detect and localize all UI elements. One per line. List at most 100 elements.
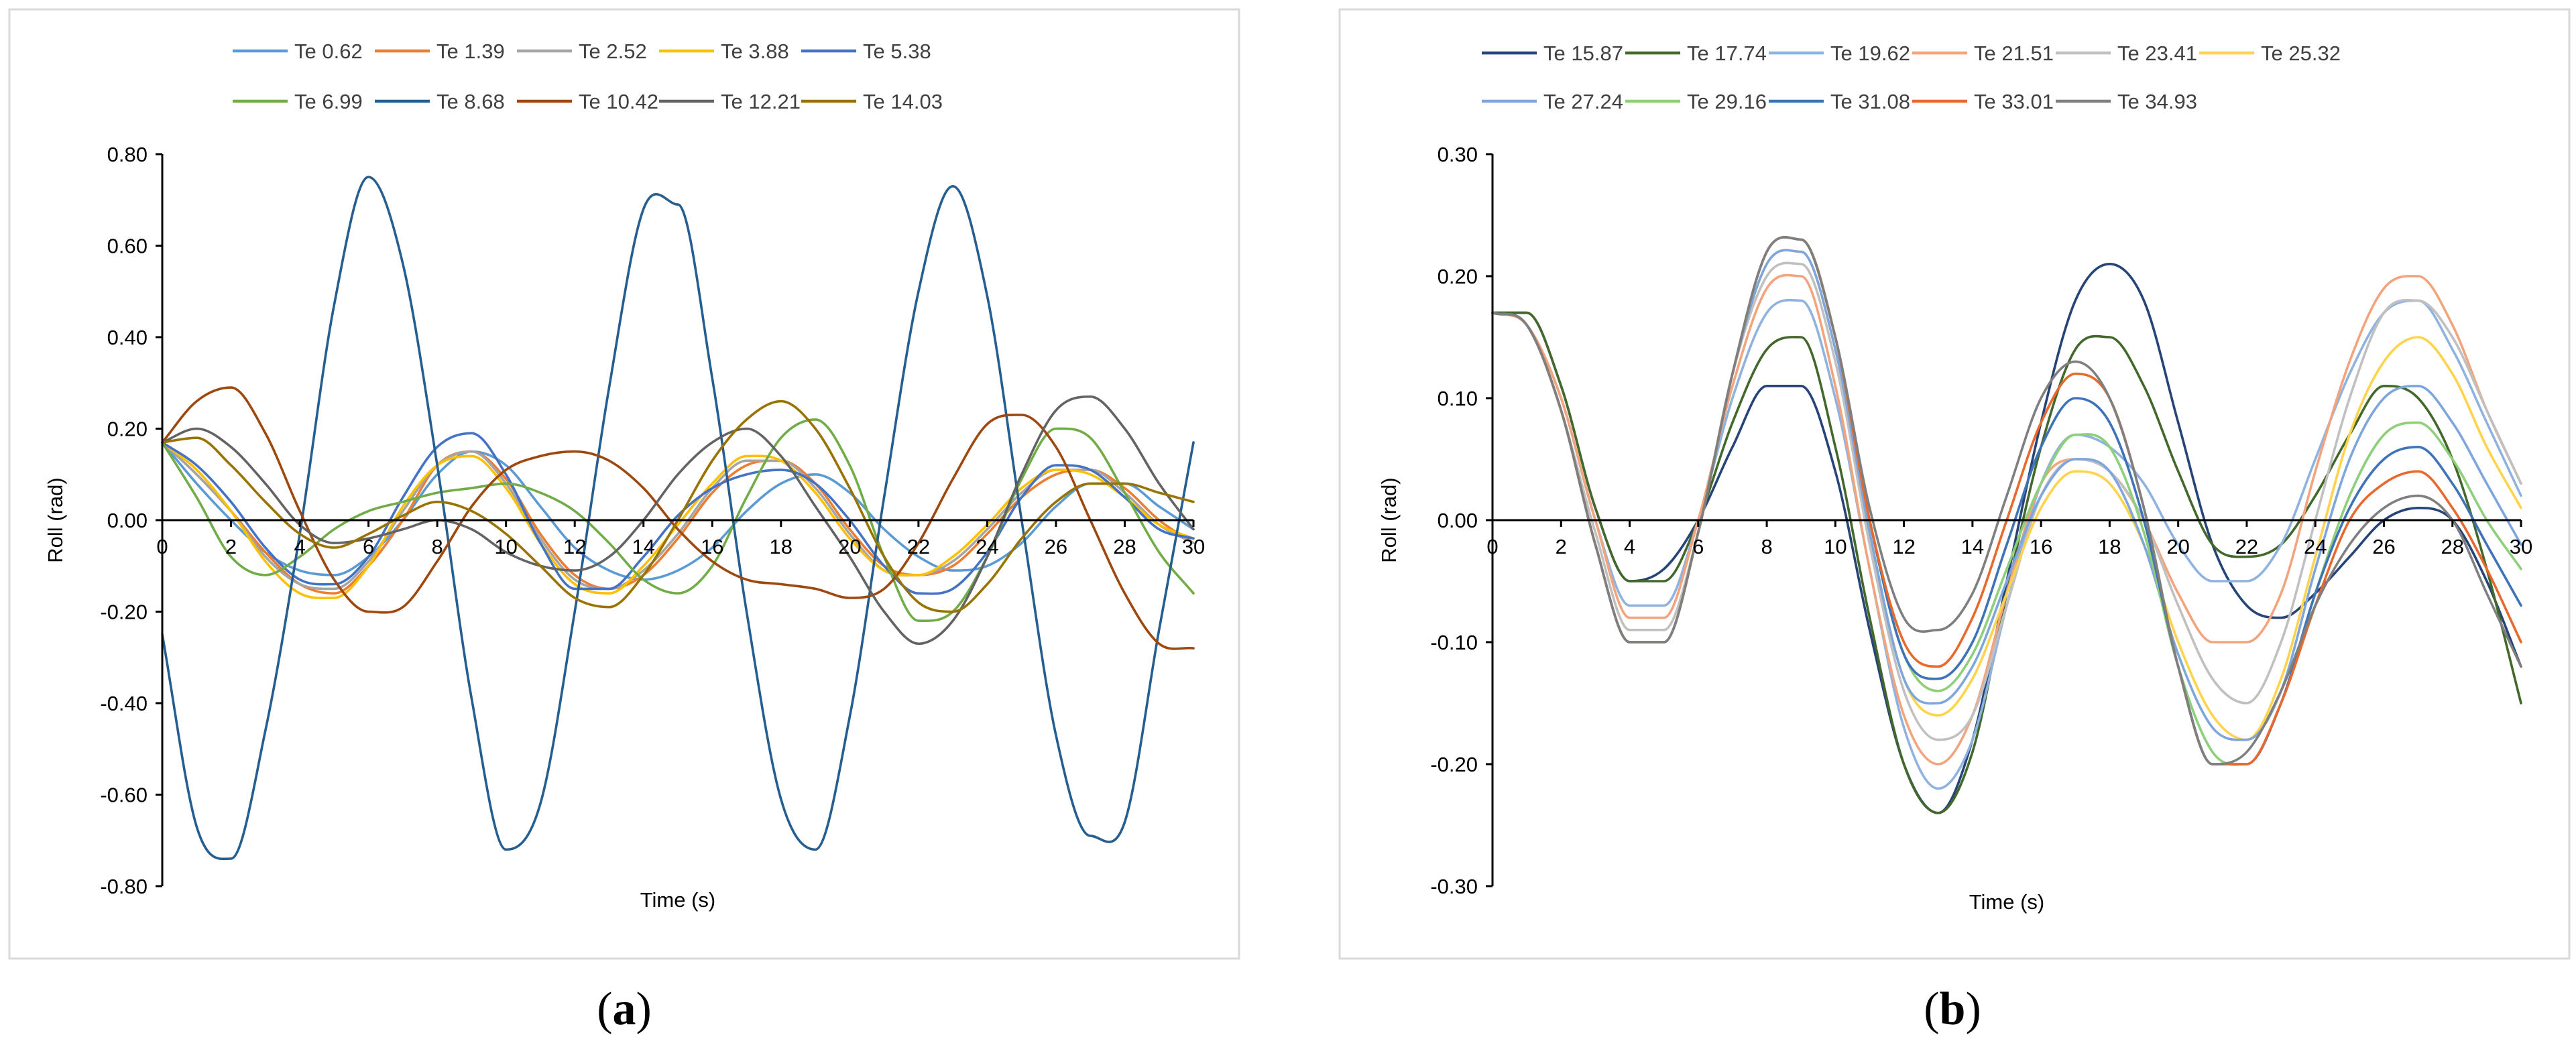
panel-a-y-tick-label: -0.40 xyxy=(100,692,148,715)
panel-a-legend-item: Te 5.38 xyxy=(801,40,931,63)
panel-a-y-tick-label: -0.80 xyxy=(100,875,148,898)
panel-b-caption-letter: b xyxy=(1940,983,1966,1035)
panel-a-legend-item: Te 2.52 xyxy=(517,40,647,63)
panel-b-caption-open: ( xyxy=(1924,983,1939,1035)
panel-a-legend: Te 0.62 Te 1.39 Te 2.52 Te 3.88 Te 5.38 Te 6.… xyxy=(233,40,943,113)
panel-a-caption-close: ) xyxy=(636,983,652,1035)
panel-a-series-line-8 xyxy=(161,386,1195,650)
panel-a-x-tick-label: 4 xyxy=(294,535,305,558)
panel-b-legend-label: Te 31.08 xyxy=(1830,90,1910,113)
panel-b-y-tick-label: 0.20 xyxy=(1438,265,1478,288)
panel-b-legend-item: Te 19.62 xyxy=(1769,42,1910,65)
panel-a-x-tick-label: 28 xyxy=(1113,535,1136,558)
panel-b-x-tick-label: 6 xyxy=(1692,535,1704,558)
panel-a-x-tick-label: 10 xyxy=(494,535,517,558)
panel-b-caption-label: (b) xyxy=(1924,983,1981,1035)
panel-a-x-tick-label: 16 xyxy=(701,535,723,558)
panel-a-legend-label: Te 1.39 xyxy=(436,40,505,63)
panel-a-x-tick-label: 12 xyxy=(563,535,586,558)
panel-b-legend-item: Te 34.93 xyxy=(2056,90,2197,113)
panel-b-legend-item: Te 21.51 xyxy=(1912,42,2054,65)
panel-a-y-tick-label: 0.20 xyxy=(107,418,148,441)
panel-a-legend-item: Te 12.21 xyxy=(659,90,801,113)
panel-a-x-tick-label: 20 xyxy=(838,535,861,558)
panel-b-x-tick-label: 14 xyxy=(1961,535,1984,558)
panel-a-plot-area: -0.80 -0.60 -0.40 -0.20 0.00 0.20 0.40 0.60 0.80… xyxy=(100,143,1205,898)
panel-b-x-tick-label: 24 xyxy=(2304,535,2327,558)
panel-b-x-tick-label: 18 xyxy=(2098,535,2121,558)
panel-a-legend-label: Te 8.68 xyxy=(436,90,505,113)
panel-a-legend-item: Te 8.68 xyxy=(375,90,505,113)
panel-b-series-line-11 xyxy=(1491,236,2522,765)
panel-b-x-tick-label: 10 xyxy=(1824,535,1847,558)
panel-a-series-line-1 xyxy=(161,441,1195,581)
panel-b-legend-item: Te 33.01 xyxy=(1912,90,2054,113)
panel-b-legend-label: Te 17.74 xyxy=(1687,42,1767,65)
panel-b-y-tick-label: 0.10 xyxy=(1438,387,1478,410)
panel-b-x-tick-label: 4 xyxy=(1624,535,1635,558)
panel-b-x-tick-label: 16 xyxy=(2030,535,2052,558)
panel-b-legend-label: Te 23.41 xyxy=(2117,42,2197,65)
panel-b-legend: Te 15.87 Te 17.74 Te 19.62 Te 21.51 Te 23.41… xyxy=(1482,42,2341,113)
panel-a-x-tick-label: 22 xyxy=(907,535,930,558)
panel-b-x-tick-label: 8 xyxy=(1761,535,1772,558)
panel-b-x-tick-label: 30 xyxy=(2510,535,2532,558)
panel-a-x-tick-label: 2 xyxy=(225,535,237,558)
panel-b-legend-item: Te 25.32 xyxy=(2199,42,2341,65)
panel-b-legend-item: Te 23.41 xyxy=(2056,42,2197,65)
panel-b-legend-label: Te 19.62 xyxy=(1830,42,1910,65)
panel-b-y-tick-label: -0.20 xyxy=(1430,753,1478,776)
panel-a-legend-item: Te 1.39 xyxy=(375,40,505,63)
panel-a-x-tick-label: 14 xyxy=(632,535,654,558)
panel-b-x-tick-label: 12 xyxy=(1892,535,1915,558)
panel-a-legend-label: Te 10.42 xyxy=(579,90,658,113)
panel-b-plot-area: -0.30-0.20-0.100.000.100.200.300 2 4 6 8 10 12… xyxy=(1430,143,2532,898)
panel-b-x-tick-label: 28 xyxy=(2441,535,2463,558)
panel-b-legend-label: Te 33.01 xyxy=(1974,90,2054,113)
panel-a-legend-item: Te 0.62 xyxy=(233,40,363,63)
panel-a: Te 0.62 Te 1.39 Te 2.52 Te 3.88 Te 5.38 Te 6.… xyxy=(8,8,1240,960)
panel-a-caption-open: ( xyxy=(597,983,612,1035)
panel-a-y-tick-label: -0.60 xyxy=(100,784,148,807)
panel-a-series-line-2 xyxy=(161,441,1195,595)
panel-a-x-tick-label: 8 xyxy=(432,535,443,558)
panel-b-legend-label: Te 29.16 xyxy=(1687,90,1767,113)
panel-a-x-tick-label: 24 xyxy=(976,535,998,558)
panel-b-legend-label: Te 34.93 xyxy=(2117,90,2197,113)
panel-b-legend-label: Te 25.32 xyxy=(2261,42,2341,65)
panel-a-caption-letter: a xyxy=(613,983,636,1035)
panel-a-x-tick-label: 6 xyxy=(363,535,374,558)
panel-a-y-tick-label: 0.60 xyxy=(107,235,148,258)
panel-a-series-line-9 xyxy=(161,395,1195,646)
panel-a-x-axis-title: Time (s) xyxy=(640,888,716,912)
panel-a-legend-label: Te 5.38 xyxy=(863,40,931,63)
panel-a-x-tick-label: 18 xyxy=(770,535,793,558)
panel-a-y-tick-label: -0.20 xyxy=(100,601,148,624)
panel-a-x-tick-label: 26 xyxy=(1045,535,1067,558)
panel-b-legend-item: Te 17.74 xyxy=(1625,42,1767,65)
panel-a-series-line-3 xyxy=(161,441,1195,591)
panel-b-y-tick-label: 0.00 xyxy=(1438,509,1478,532)
panel-b-x-tick-label: 22 xyxy=(2235,535,2258,558)
panel-a-x-tick-label: 30 xyxy=(1182,535,1205,558)
panel-a-legend-label: Te 2.52 xyxy=(579,40,647,63)
panel-a-legend-label: Te 0.62 xyxy=(294,40,363,63)
panel-b-legend-label: Te 21.51 xyxy=(1974,42,2054,65)
panel-b-y-tick-label: 0.30 xyxy=(1438,143,1478,166)
panel-b-legend-label: Te 27.24 xyxy=(1543,90,1623,113)
panel-b-caption-close: ) xyxy=(1965,983,1981,1035)
panel-a-x-tick-label: 0 xyxy=(156,535,168,558)
panel-a-y-tick-label: 0.00 xyxy=(107,509,148,532)
panel-a-series-line-6 xyxy=(161,418,1195,623)
panel-b-legend-item: Te 27.24 xyxy=(1482,90,1623,113)
panel-a-legend-label: Te 3.88 xyxy=(721,40,789,63)
panel-b-x-tick-label: 20 xyxy=(2166,535,2189,558)
panel-b-x-tick-label: 26 xyxy=(2372,535,2395,558)
panel-b-x-tick-label: 2 xyxy=(1556,535,1567,558)
panel-b-y-tick-label: -0.10 xyxy=(1430,631,1478,654)
panel-a-legend-label: Te 12.21 xyxy=(721,90,801,113)
panel-b-legend-item: Te 29.16 xyxy=(1625,90,1767,113)
panel-b-y-tick-label: -0.30 xyxy=(1430,875,1478,898)
panel-a-y-axis-title: Roll (rad) xyxy=(44,477,67,562)
panel-a-series-line-10 xyxy=(161,400,1195,613)
